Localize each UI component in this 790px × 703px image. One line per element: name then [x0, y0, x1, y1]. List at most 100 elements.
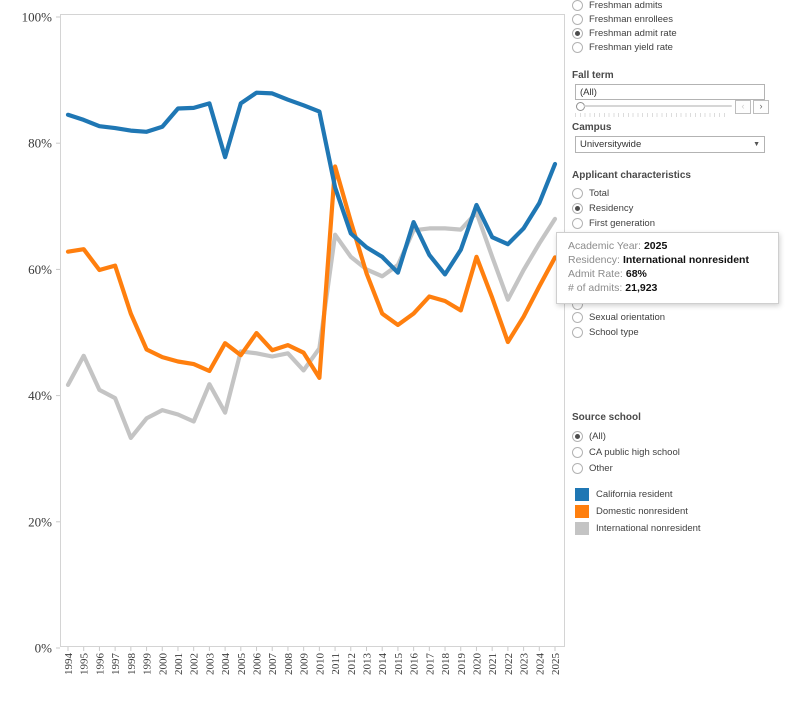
- tooltip-value: 68%: [625, 268, 647, 280]
- x-axis-label: 2009: [299, 653, 311, 676]
- series-line-domestic-nonresident[interactable]: [65, 164, 558, 380]
- radio-freshman-yield-rate[interactable]: Freshman yield rate: [572, 40, 673, 54]
- legend-item-international-nonresident[interactable]: International nonresident: [575, 521, 701, 536]
- radio-first-generation[interactable]: First generation: [572, 216, 655, 230]
- campus-header: Campus: [572, 122, 612, 133]
- x-axis-label: 1999: [142, 653, 154, 676]
- y-axis-label: 100%: [22, 10, 53, 25]
- radio-label: (All): [589, 430, 606, 442]
- radio-icon[interactable]: [572, 0, 583, 11]
- x-axis-label: 2018: [440, 653, 452, 676]
- radio-icon[interactable]: [572, 41, 583, 53]
- radio-sexual-orientation[interactable]: Sexual orientation: [572, 310, 665, 324]
- slider-tick-marks: [575, 113, 728, 117]
- applicant-characteristics-header: Applicant characteristics: [572, 170, 691, 181]
- x-axis-label: 1994: [63, 653, 75, 676]
- x-axis-label: 2004: [220, 653, 232, 676]
- slider-prev-button[interactable]: ‹: [735, 100, 751, 114]
- x-axis-label: 2001: [173, 653, 185, 675]
- x-axis-label: 2016: [409, 653, 421, 676]
- radio-label: Residency: [589, 202, 634, 214]
- x-axis-label: 2002: [189, 653, 201, 675]
- legend-swatch-gray: [575, 522, 589, 535]
- admit-rate-chart-panel: 0% 20% 40% 60% 80% 100% 1994 1995 1996 1997 1998 19…: [0, 0, 570, 703]
- x-axis-label: 2012: [346, 653, 358, 675]
- x-axis-label: 1995: [79, 653, 91, 676]
- radio-label: Total: [589, 187, 610, 199]
- x-axis-label: 2023: [519, 653, 531, 676]
- x-axis-label: 2008: [283, 653, 295, 676]
- radio-source-other[interactable]: Other: [572, 461, 613, 475]
- radio-freshman-admits[interactable]: Freshman admits: [572, 0, 662, 12]
- source-school-header: Source school: [572, 412, 641, 423]
- series-line-california-resident[interactable]: [65, 90, 558, 277]
- radio-icon[interactable]: [572, 326, 583, 338]
- radio-label: Freshman enrollees: [589, 13, 673, 25]
- radio-icon-selected[interactable]: [572, 27, 583, 39]
- tooltip-value: 21,923: [625, 282, 658, 294]
- x-axis-label: 1997: [110, 653, 122, 676]
- radio-icon[interactable]: [572, 446, 583, 458]
- x-axis-label: 2010: [314, 653, 326, 676]
- slider-track[interactable]: [584, 105, 732, 107]
- legend-item-domestic-nonresident[interactable]: Domestic nonresident: [575, 504, 688, 519]
- y-axis-label: 60%: [28, 262, 52, 277]
- legend-label: California resident: [596, 489, 673, 500]
- radio-source-all[interactable]: (All): [572, 429, 606, 443]
- tooltip-value: 2025: [643, 240, 668, 252]
- radio-label: School type: [589, 326, 639, 338]
- fall-term-value-box[interactable]: (All): [575, 84, 765, 100]
- chevron-down-icon: ▼: [753, 141, 760, 148]
- radio-label: Freshman admit rate: [589, 27, 677, 39]
- radio-icon[interactable]: [572, 462, 583, 474]
- y-axis-label: 0%: [35, 641, 53, 656]
- tooltip-row: Academic Year: 2025: [568, 240, 668, 252]
- x-axis-label: 2003: [204, 653, 216, 676]
- radio-total[interactable]: Total: [572, 186, 609, 200]
- radio-ca-public-high-school[interactable]: CA public high school: [572, 445, 680, 459]
- x-axis-label: 1996: [94, 653, 106, 676]
- radio-icon[interactable]: [572, 311, 583, 323]
- x-axis-label: 2017: [424, 653, 436, 676]
- tooltip-value: International nonresident: [622, 254, 749, 266]
- radio-freshman-enrollees[interactable]: Freshman enrollees: [572, 12, 673, 26]
- radio-icon-selected[interactable]: [572, 430, 583, 442]
- campus-dropdown[interactable]: Universitywide ▼: [575, 136, 765, 153]
- x-axis-label: 2007: [267, 653, 279, 676]
- plot-border: [60, 14, 565, 647]
- filter-sidebar: Freshman admits Freshman enrollees Fresh…: [570, 0, 790, 703]
- fall-term-header: Fall term: [572, 70, 614, 81]
- radio-icon[interactable]: [572, 187, 583, 199]
- legend-item-california-resident[interactable]: California resident: [575, 487, 673, 502]
- slider-next-button[interactable]: ›: [753, 100, 769, 114]
- tooltip-row: # of admits: 21,923: [568, 282, 658, 294]
- fall-term-slider: ‹ ›: [575, 100, 775, 114]
- x-axis-label: 2021: [487, 653, 499, 675]
- y-axis-label: 40%: [28, 388, 52, 403]
- radio-label: Freshman admits: [589, 0, 663, 11]
- y-axis-label: 20%: [28, 514, 52, 529]
- x-axis-label: 2005: [236, 653, 248, 676]
- x-axis-label: 2020: [471, 653, 483, 676]
- admit-rate-line-chart[interactable]: 0% 20% 40% 60% 80% 100% 1994 1995 1996 1997 1998 19…: [0, 0, 570, 703]
- radio-freshman-admit-rate[interactable]: Freshman admit rate: [572, 26, 677, 40]
- x-axis-label: 2014: [377, 653, 389, 676]
- legend-swatch-blue: [575, 488, 589, 501]
- radio-icon[interactable]: [572, 217, 583, 229]
- x-axis-label: 2024: [534, 653, 546, 676]
- radio-icon[interactable]: [572, 13, 583, 25]
- series-line-international-nonresident[interactable]: [65, 210, 558, 440]
- x-axis-label: 2013: [361, 653, 373, 676]
- radio-label: Sexual orientation: [589, 311, 666, 323]
- radio-school-type[interactable]: School type: [572, 325, 639, 339]
- radio-icon-selected[interactable]: [572, 202, 583, 214]
- radio-residency[interactable]: Residency: [572, 201, 633, 215]
- campus-value: Universitywide: [580, 139, 642, 150]
- hover-tooltip: Academic Year: 2025 Residency: Internation…: [556, 232, 779, 304]
- x-axis-label: 2025: [550, 653, 562, 676]
- radio-label: CA public high school: [589, 446, 680, 458]
- radio-label: Other: [589, 462, 613, 474]
- legend-label: Domestic nonresident: [596, 506, 688, 517]
- radio-label: First generation: [589, 217, 656, 229]
